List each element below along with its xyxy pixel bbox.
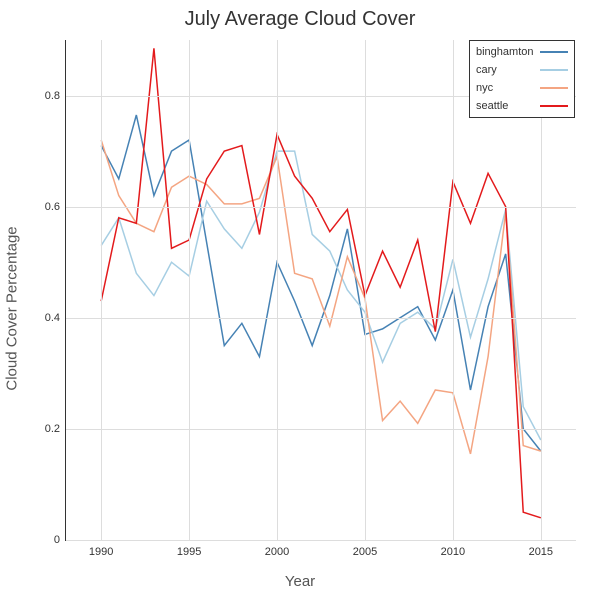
- legend-item-seattle: seattle: [470, 97, 574, 115]
- y-axis-label: Cloud Cover Percentage: [4, 226, 21, 390]
- legend-item-cary: cary: [470, 61, 574, 79]
- chart-container: July Average Cloud Cover Cloud Cover Per…: [0, 0, 600, 600]
- gridline-horizontal: [66, 318, 576, 319]
- gridline-horizontal: [66, 540, 576, 541]
- x-tick-label: 2015: [529, 546, 553, 558]
- legend-swatch: [540, 51, 568, 53]
- y-tick-label: 0.8: [45, 90, 60, 102]
- x-tick-label: 1990: [89, 546, 113, 558]
- gridline-vertical: [365, 40, 366, 540]
- legend-label: binghamton: [476, 46, 536, 58]
- legend-swatch: [540, 69, 568, 71]
- series-line-binghamton: [101, 115, 541, 451]
- legend-label: cary: [476, 64, 536, 76]
- y-tick-label: 0.6: [45, 201, 60, 213]
- gridline-vertical: [189, 40, 190, 540]
- legend-label: seattle: [476, 100, 536, 112]
- x-tick-label: 2000: [265, 546, 289, 558]
- gridline-vertical: [277, 40, 278, 540]
- series-line-seattle: [101, 48, 541, 517]
- y-tick-label: 0: [54, 534, 60, 546]
- gridline-horizontal: [66, 429, 576, 430]
- legend-label: nyc: [476, 82, 536, 94]
- legend-swatch: [540, 87, 568, 89]
- x-axis-label: Year: [285, 573, 315, 590]
- legend-item-nyc: nyc: [470, 79, 574, 97]
- x-tick-label: 2005: [353, 546, 377, 558]
- legend-swatch: [540, 105, 568, 107]
- legend: binghamton cary nyc seattle: [469, 40, 575, 118]
- y-tick-label: 0.4: [45, 312, 60, 324]
- x-tick-label: 2010: [441, 546, 465, 558]
- legend-item-binghamton: binghamton: [470, 43, 574, 61]
- x-tick-label: 1995: [177, 546, 201, 558]
- series-line-nyc: [101, 140, 541, 454]
- gridline-vertical: [101, 40, 102, 540]
- gridline-horizontal: [66, 207, 576, 208]
- chart-title: July Average Cloud Cover: [185, 8, 416, 31]
- y-tick-label: 0.2: [45, 423, 60, 435]
- gridline-vertical: [453, 40, 454, 540]
